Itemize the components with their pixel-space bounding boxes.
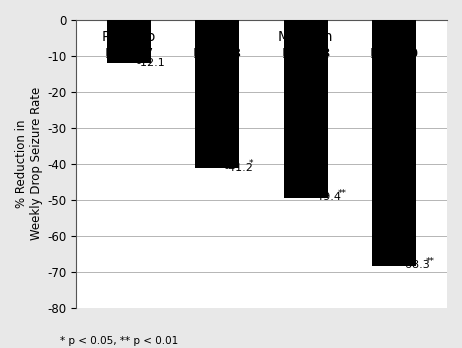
Text: -12.1: -12.1 xyxy=(136,58,165,68)
Text: *: * xyxy=(249,159,254,168)
Text: -41.2: -41.2 xyxy=(225,163,253,173)
Text: **: ** xyxy=(426,256,435,266)
Text: * p < 0.05, ** p < 0.01: * p < 0.05, ** p < 0.01 xyxy=(60,336,178,346)
Text: **: ** xyxy=(338,189,346,198)
Text: -68.3: -68.3 xyxy=(401,260,430,270)
Text: -49.4: -49.4 xyxy=(313,192,342,202)
Bar xyxy=(372,20,416,266)
Bar xyxy=(107,20,151,63)
Bar xyxy=(284,20,328,198)
Bar xyxy=(195,20,239,168)
Y-axis label: % Reduction in
Weekly Drop Seizure Rate: % Reduction in Weekly Drop Seizure Rate xyxy=(15,87,43,240)
